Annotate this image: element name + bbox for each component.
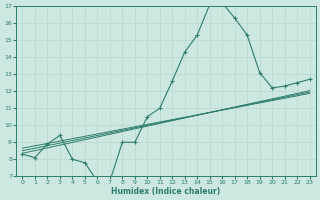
X-axis label: Humidex (Indice chaleur): Humidex (Indice chaleur): [111, 187, 221, 196]
